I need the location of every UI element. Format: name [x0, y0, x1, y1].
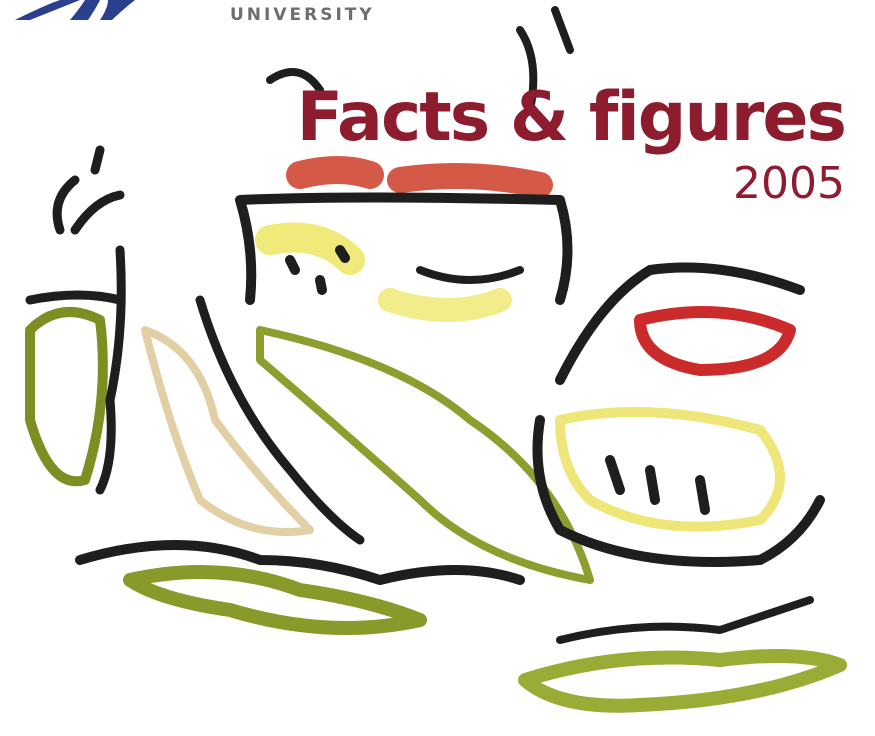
title: Facts & figures — [297, 78, 845, 157]
organization: UNIVERSITY — [230, 5, 375, 25]
logo — [15, 0, 135, 20]
year: 2005 — [733, 158, 845, 209]
cover: UNIVERSITY Facts & figures — [0, 0, 875, 736]
